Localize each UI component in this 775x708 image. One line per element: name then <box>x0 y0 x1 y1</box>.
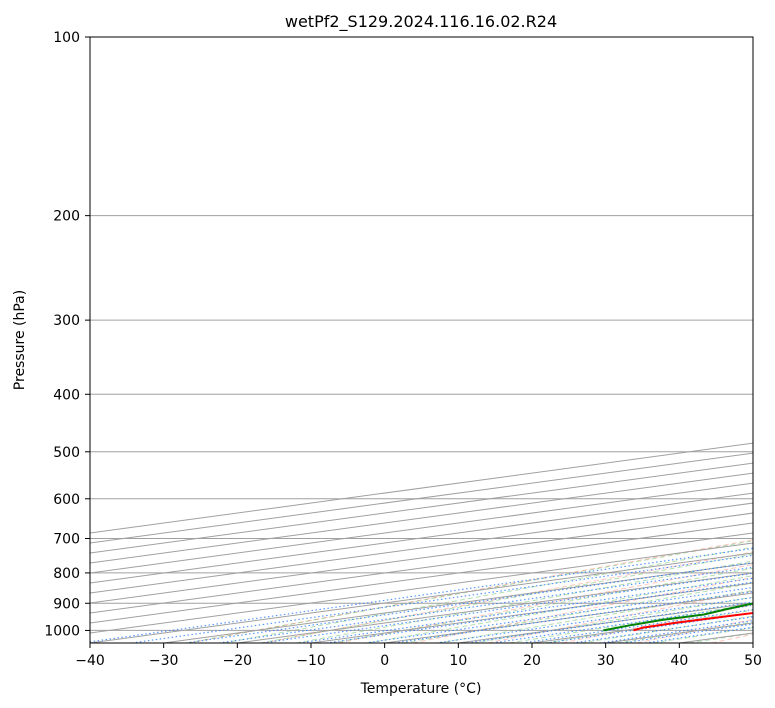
y-tick-label: 100 <box>53 30 80 46</box>
isotherm-line <box>90 522 753 614</box>
x-tick-label: −10 <box>296 653 326 669</box>
x-tick-label: −40 <box>75 653 105 669</box>
x-tick-label: 0 <box>380 653 389 669</box>
x-tick-label: −30 <box>149 653 179 669</box>
y-tick-label: 400 <box>53 387 80 403</box>
isotherm-line <box>90 462 753 554</box>
x-tick-label: 20 <box>523 653 541 669</box>
x-tick-label: −20 <box>223 653 253 669</box>
isotherm-line <box>90 502 753 594</box>
mixing-ratio-line <box>131 554 753 643</box>
isotherm-line <box>90 452 753 544</box>
moist-adiabat <box>187 540 753 643</box>
isotherm-line <box>90 532 753 624</box>
x-tick-label: 30 <box>597 653 615 669</box>
mixing-ratio-line <box>522 609 753 643</box>
y-axis-label: Pressure (hPa) <box>12 290 28 390</box>
moist-adiabat <box>473 596 753 643</box>
y-tick-label: 200 <box>53 209 80 225</box>
mixing-ratio-line <box>492 604 753 643</box>
x-tick-label: 40 <box>670 653 688 669</box>
moist-adiabat <box>403 582 753 643</box>
x-axis-label: Temperature (°C) <box>360 681 482 697</box>
y-tick-label: 900 <box>53 596 80 612</box>
chart-title: wetPf2_S129.2024.116.16.02.R24 <box>285 12 557 32</box>
y-tick-label: 600 <box>53 492 80 508</box>
isotherm-line <box>90 512 753 604</box>
x-tick-label: 10 <box>449 653 467 669</box>
y-tick-label: 700 <box>53 532 80 548</box>
x-tick-label: 50 <box>744 653 762 669</box>
y-tick-label: 300 <box>53 313 80 329</box>
y-tick-label: 500 <box>53 445 80 461</box>
y-tick-label: 1000 <box>44 623 80 639</box>
isotherm-line <box>90 492 753 584</box>
dry-adiabat <box>338 564 753 643</box>
moist-adiabat <box>332 567 753 643</box>
plot-background <box>90 37 753 643</box>
y-tick-label: 800 <box>53 566 80 582</box>
mixing-ratio-line <box>90 547 753 643</box>
dry-adiabat <box>487 590 753 643</box>
dry-adiabat <box>263 551 753 643</box>
isotherm-line <box>90 482 753 574</box>
mixing-ratio-line <box>467 601 753 643</box>
isotherm-line <box>752 642 753 643</box>
plot-frame <box>89 36 754 644</box>
moist-adiabat <box>223 546 753 643</box>
isotherm-line <box>90 472 753 564</box>
